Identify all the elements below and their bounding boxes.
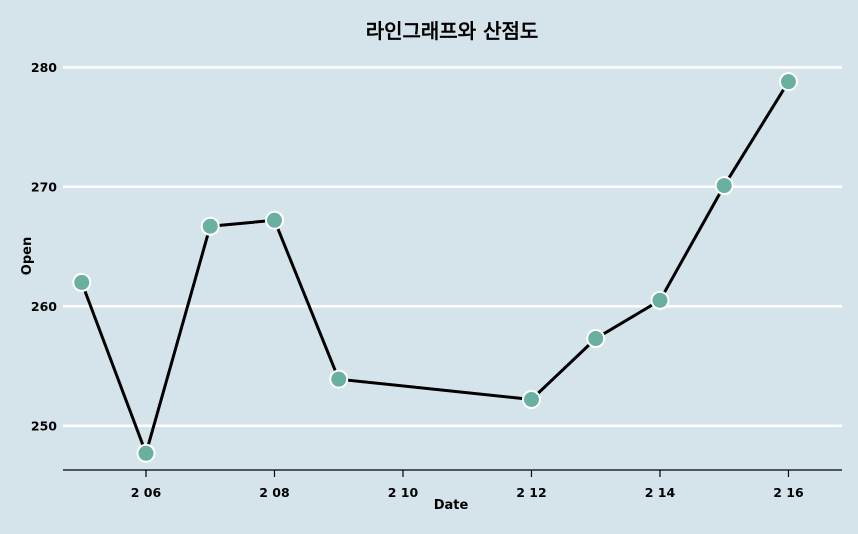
x-axis-label: Date [434, 498, 469, 513]
x-tick-label: 2 08 [259, 485, 289, 500]
x-tick-label: 2 16 [773, 485, 804, 500]
y-tick-label: 250 [31, 418, 57, 433]
data-point [714, 176, 734, 196]
chart-title: 라인그래프와 산점도 [366, 19, 539, 43]
series-line [80, 80, 790, 455]
y-tick-label: 270 [31, 179, 57, 194]
data-point [521, 390, 541, 409]
gridlines [63, 66, 842, 428]
series-lines [80, 80, 790, 455]
x-axis-ticks: 2 06 2 08 2 10 2 12 2 14 2 16 [131, 470, 804, 500]
y-tick-label: 260 [31, 299, 57, 314]
data-point [264, 210, 284, 230]
x-tick-label: 2 06 [131, 485, 162, 500]
data-point [329, 369, 349, 389]
data-point [136, 443, 156, 463]
data-point [650, 290, 670, 310]
y-axis-label: Open [20, 237, 35, 275]
data-point [778, 72, 798, 92]
y-tick-label: 280 [31, 60, 57, 75]
x-tick-label: 2 10 [388, 485, 419, 500]
x-tick-label: 2 14 [645, 485, 676, 500]
y-axis-ticks: 250 260 270 280 [31, 60, 57, 433]
series-points [72, 72, 798, 463]
data-point [72, 272, 92, 292]
data-point [586, 329, 606, 349]
data-point [200, 216, 220, 236]
x-tick-label: 2 12 [516, 485, 546, 500]
